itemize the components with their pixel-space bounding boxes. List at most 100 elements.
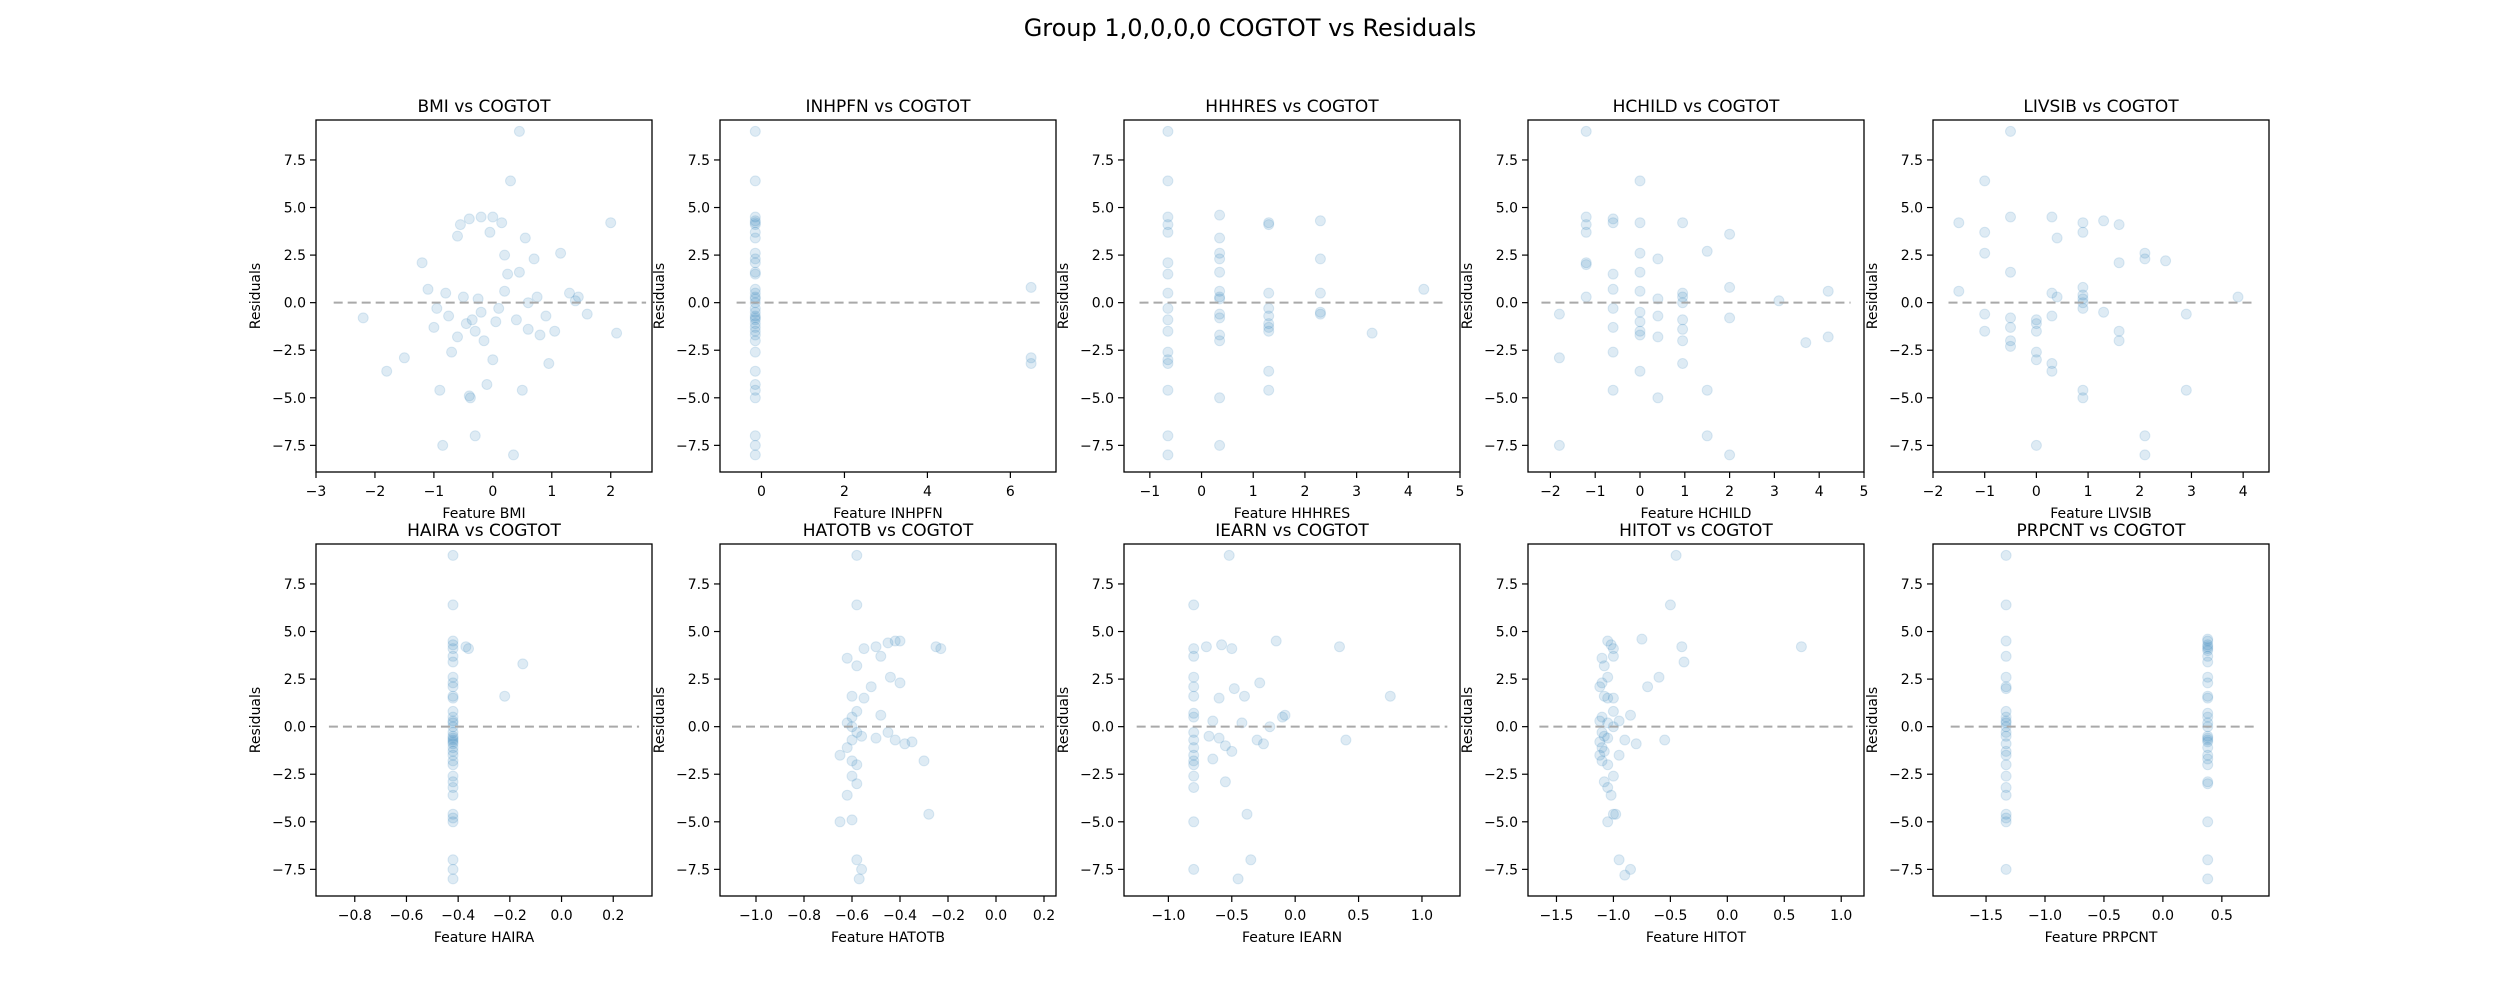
data-point — [1553, 439, 1565, 451]
data-point — [2046, 287, 2058, 299]
data-point — [1602, 732, 1614, 744]
y-tick-label: −5.0 — [1889, 815, 1923, 831]
axes-frame — [315, 543, 653, 897]
data-point — [2005, 340, 2016, 352]
data-point — [894, 677, 906, 689]
data-point — [1724, 281, 1736, 293]
x-tick-label: 1 — [1249, 484, 1258, 500]
data-point — [1701, 384, 1713, 396]
data-point — [2202, 717, 2214, 729]
subplot-title: HAIRA vs COGTOT — [407, 521, 561, 541]
data-point — [1795, 641, 1807, 653]
data-point — [2000, 770, 2012, 782]
data-point — [2000, 650, 2012, 662]
data-point — [1162, 346, 1174, 358]
x-axis-label: Feature IEARN — [1242, 930, 1342, 946]
data-point — [443, 310, 455, 322]
data-point — [2005, 312, 2016, 324]
data-point — [2000, 726, 2012, 738]
data-point — [1580, 259, 1592, 271]
data-point — [1279, 709, 1291, 721]
x-tick-label: 4 — [1815, 484, 1824, 500]
data-point — [749, 449, 761, 461]
data-point — [2000, 730, 2012, 742]
data-point — [1613, 854, 1625, 866]
data-point — [2202, 677, 2214, 689]
data-point — [447, 782, 459, 793]
data-point — [447, 643, 459, 655]
data-point — [513, 125, 525, 137]
data-point — [1822, 331, 1834, 343]
data-point — [1200, 641, 1212, 653]
x-tick-label: 0.0 — [550, 908, 572, 924]
x-tick-label: 0 — [2032, 484, 2041, 500]
data-point — [513, 266, 525, 278]
data-point — [1613, 749, 1625, 761]
data-point — [1214, 253, 1226, 265]
data-point — [1263, 217, 1275, 229]
data-point — [2030, 318, 2042, 330]
data-point — [2005, 125, 2016, 137]
data-point — [2202, 742, 2214, 754]
data-point — [1607, 302, 1619, 314]
data-point — [2046, 358, 2058, 369]
y-tick-label: 2.5 — [1092, 248, 1114, 264]
data-point — [463, 643, 474, 655]
x-tick-label: −2 — [1540, 484, 1561, 500]
data-point — [1263, 287, 1275, 299]
data-point — [1214, 329, 1226, 341]
data-point — [2202, 635, 2214, 647]
y-tick-label: −7.5 — [272, 862, 306, 878]
data-point — [1677, 217, 1689, 229]
y-tick-label: −7.5 — [1080, 862, 1114, 878]
y-tick-label: 5.0 — [1496, 625, 1518, 641]
subplot-7: −1.0 −0.8 −0.6 −0.4 −0.2 0.0 0.2 −7.5 −5.0 −2.5 0.… — [652, 521, 1057, 946]
figure-title: Group 1,0,0,0,0 COGTOT vs Residuals — [1023, 14, 1477, 42]
data-point — [1214, 266, 1226, 278]
data-point — [1366, 327, 1378, 339]
data-point — [1822, 285, 1834, 297]
data-point — [2005, 335, 2016, 347]
data-point — [447, 808, 459, 820]
y-tick-label: 2.5 — [1092, 672, 1114, 688]
data-point — [1162, 449, 1174, 461]
data-point — [1213, 732, 1225, 744]
data-point — [1226, 745, 1238, 757]
data-point — [1314, 308, 1326, 320]
data-point — [1979, 325, 1991, 337]
y-tick-label: −5.0 — [1080, 391, 1114, 407]
y-tick-label: 0.0 — [1092, 720, 1114, 736]
data-point — [452, 331, 463, 343]
data-point — [447, 656, 459, 668]
data-point — [1652, 310, 1664, 322]
data-point — [1270, 635, 1282, 647]
data-point — [499, 690, 511, 702]
data-point — [1634, 329, 1646, 341]
data-point — [1607, 705, 1619, 717]
data-point — [581, 308, 593, 320]
x-tick-label: −1.0 — [2028, 908, 2062, 924]
data-point — [2139, 247, 2151, 259]
data-point — [834, 816, 846, 828]
x-tick-label: 5 — [1860, 484, 1869, 500]
data-point — [1607, 268, 1619, 280]
data-point — [1607, 692, 1619, 704]
axes-frame — [315, 119, 653, 473]
data-point — [1214, 293, 1226, 305]
data-point — [2077, 384, 2089, 396]
data-point — [549, 325, 561, 337]
data-point — [1188, 863, 1200, 875]
data-point — [749, 226, 761, 238]
data-point — [2232, 291, 2244, 303]
y-tick-label: −2.5 — [1484, 343, 1518, 359]
data-point — [1602, 816, 1614, 828]
x-tick-label: −1 — [1585, 484, 1606, 500]
axes-frame — [1123, 119, 1461, 473]
data-point — [1340, 734, 1352, 746]
axes-frame — [1932, 119, 2270, 473]
data-point — [447, 639, 459, 651]
data-point — [749, 268, 761, 280]
y-tick-label: 0.0 — [1496, 720, 1518, 736]
data-point — [1025, 352, 1037, 364]
data-point — [1634, 266, 1646, 278]
